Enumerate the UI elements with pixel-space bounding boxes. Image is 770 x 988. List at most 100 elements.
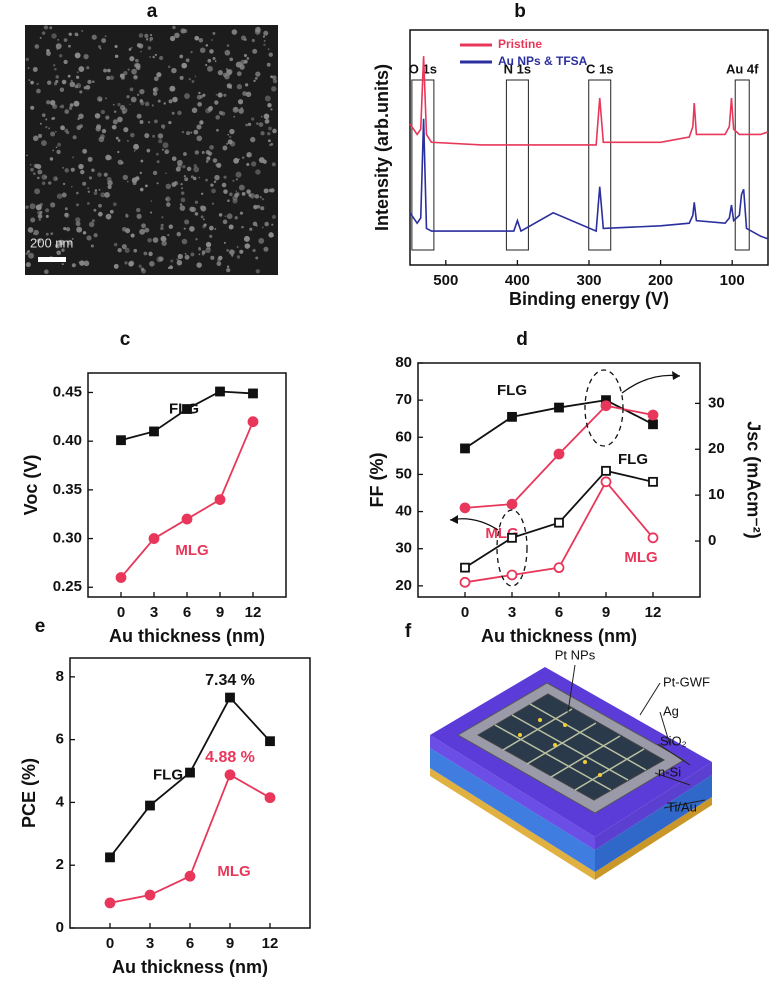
annotation-box bbox=[734, 79, 750, 251]
particle bbox=[104, 191, 110, 198]
marker bbox=[248, 388, 258, 399]
particle bbox=[45, 125, 48, 129]
particle bbox=[55, 243, 61, 249]
x-tick-label: 12 bbox=[262, 935, 279, 952]
particle bbox=[255, 269, 260, 274]
particle bbox=[144, 227, 150, 233]
particle bbox=[267, 132, 271, 136]
particle bbox=[113, 242, 118, 247]
marker bbox=[105, 852, 115, 863]
marker bbox=[647, 532, 659, 544]
particle bbox=[269, 233, 272, 236]
particle bbox=[241, 225, 244, 229]
marker bbox=[553, 448, 565, 460]
particle bbox=[60, 104, 65, 109]
particle bbox=[202, 93, 206, 97]
particle bbox=[254, 29, 261, 35]
x-tick-label: 9 bbox=[602, 604, 610, 621]
particle bbox=[251, 161, 257, 167]
particle bbox=[76, 191, 79, 195]
particle bbox=[179, 75, 184, 80]
particle bbox=[256, 204, 261, 209]
particle bbox=[247, 244, 251, 248]
particle bbox=[229, 57, 234, 62]
particle bbox=[130, 132, 135, 138]
y-tick-label: 20 bbox=[395, 577, 412, 594]
particle bbox=[224, 49, 231, 56]
particle bbox=[50, 202, 56, 208]
particle bbox=[82, 231, 87, 235]
particle bbox=[112, 103, 115, 106]
x-axis-label: Au thickness (nm) bbox=[109, 626, 265, 646]
particle bbox=[68, 106, 73, 110]
y-tick-label: 50 bbox=[395, 465, 412, 482]
particle bbox=[191, 107, 198, 114]
particle bbox=[167, 65, 171, 68]
particle bbox=[113, 110, 117, 114]
y-tick-label: 0 bbox=[56, 919, 64, 936]
particle bbox=[74, 84, 79, 89]
particle bbox=[30, 217, 36, 223]
particle bbox=[41, 140, 47, 146]
particle bbox=[69, 81, 76, 88]
particle bbox=[171, 67, 177, 74]
marker bbox=[185, 767, 195, 778]
particle bbox=[228, 224, 234, 230]
particle bbox=[125, 214, 129, 218]
panel-label: b bbox=[514, 1, 526, 22]
particle bbox=[168, 99, 173, 104]
particle bbox=[57, 39, 60, 41]
particle bbox=[237, 99, 244, 105]
particle bbox=[63, 59, 68, 65]
particle bbox=[91, 34, 97, 40]
particle bbox=[240, 107, 243, 110]
dashed-ellipse bbox=[496, 509, 528, 587]
particle bbox=[163, 102, 166, 105]
particle bbox=[196, 135, 203, 142]
particle bbox=[160, 223, 164, 227]
marker bbox=[265, 736, 275, 747]
x-tick-label: 6 bbox=[183, 604, 191, 621]
particle bbox=[152, 134, 156, 138]
particle bbox=[233, 157, 240, 164]
particle bbox=[198, 91, 201, 95]
particle bbox=[176, 259, 183, 266]
x-tick-label: 0 bbox=[117, 604, 125, 621]
particle bbox=[140, 50, 142, 53]
particle bbox=[205, 160, 209, 163]
particle bbox=[202, 218, 205, 221]
particle bbox=[158, 139, 163, 144]
particle bbox=[235, 61, 242, 68]
particle bbox=[165, 172, 167, 175]
particle bbox=[39, 36, 42, 39]
particle bbox=[133, 248, 138, 253]
particle bbox=[251, 117, 255, 121]
particle bbox=[50, 131, 56, 137]
particle bbox=[106, 176, 112, 182]
particle bbox=[65, 227, 71, 232]
particle bbox=[223, 175, 227, 179]
particle bbox=[36, 88, 41, 94]
particle bbox=[78, 66, 85, 72]
particle bbox=[98, 136, 105, 143]
particle bbox=[87, 202, 90, 205]
marker bbox=[264, 792, 276, 804]
particle bbox=[123, 127, 129, 133]
marker bbox=[144, 889, 156, 901]
annotation: Au 4f bbox=[726, 61, 759, 76]
particle bbox=[255, 169, 261, 175]
particle bbox=[257, 27, 260, 29]
particle bbox=[216, 162, 222, 168]
particle bbox=[222, 219, 228, 225]
particle bbox=[185, 58, 190, 63]
y-tick-label: 0.25 bbox=[53, 578, 82, 595]
marker bbox=[104, 897, 116, 909]
particle bbox=[253, 204, 258, 210]
particle bbox=[270, 108, 273, 111]
particle bbox=[164, 149, 170, 155]
particle bbox=[249, 227, 253, 231]
particle bbox=[258, 238, 265, 244]
particle bbox=[194, 75, 197, 78]
particle bbox=[216, 261, 222, 267]
particle bbox=[93, 208, 97, 212]
